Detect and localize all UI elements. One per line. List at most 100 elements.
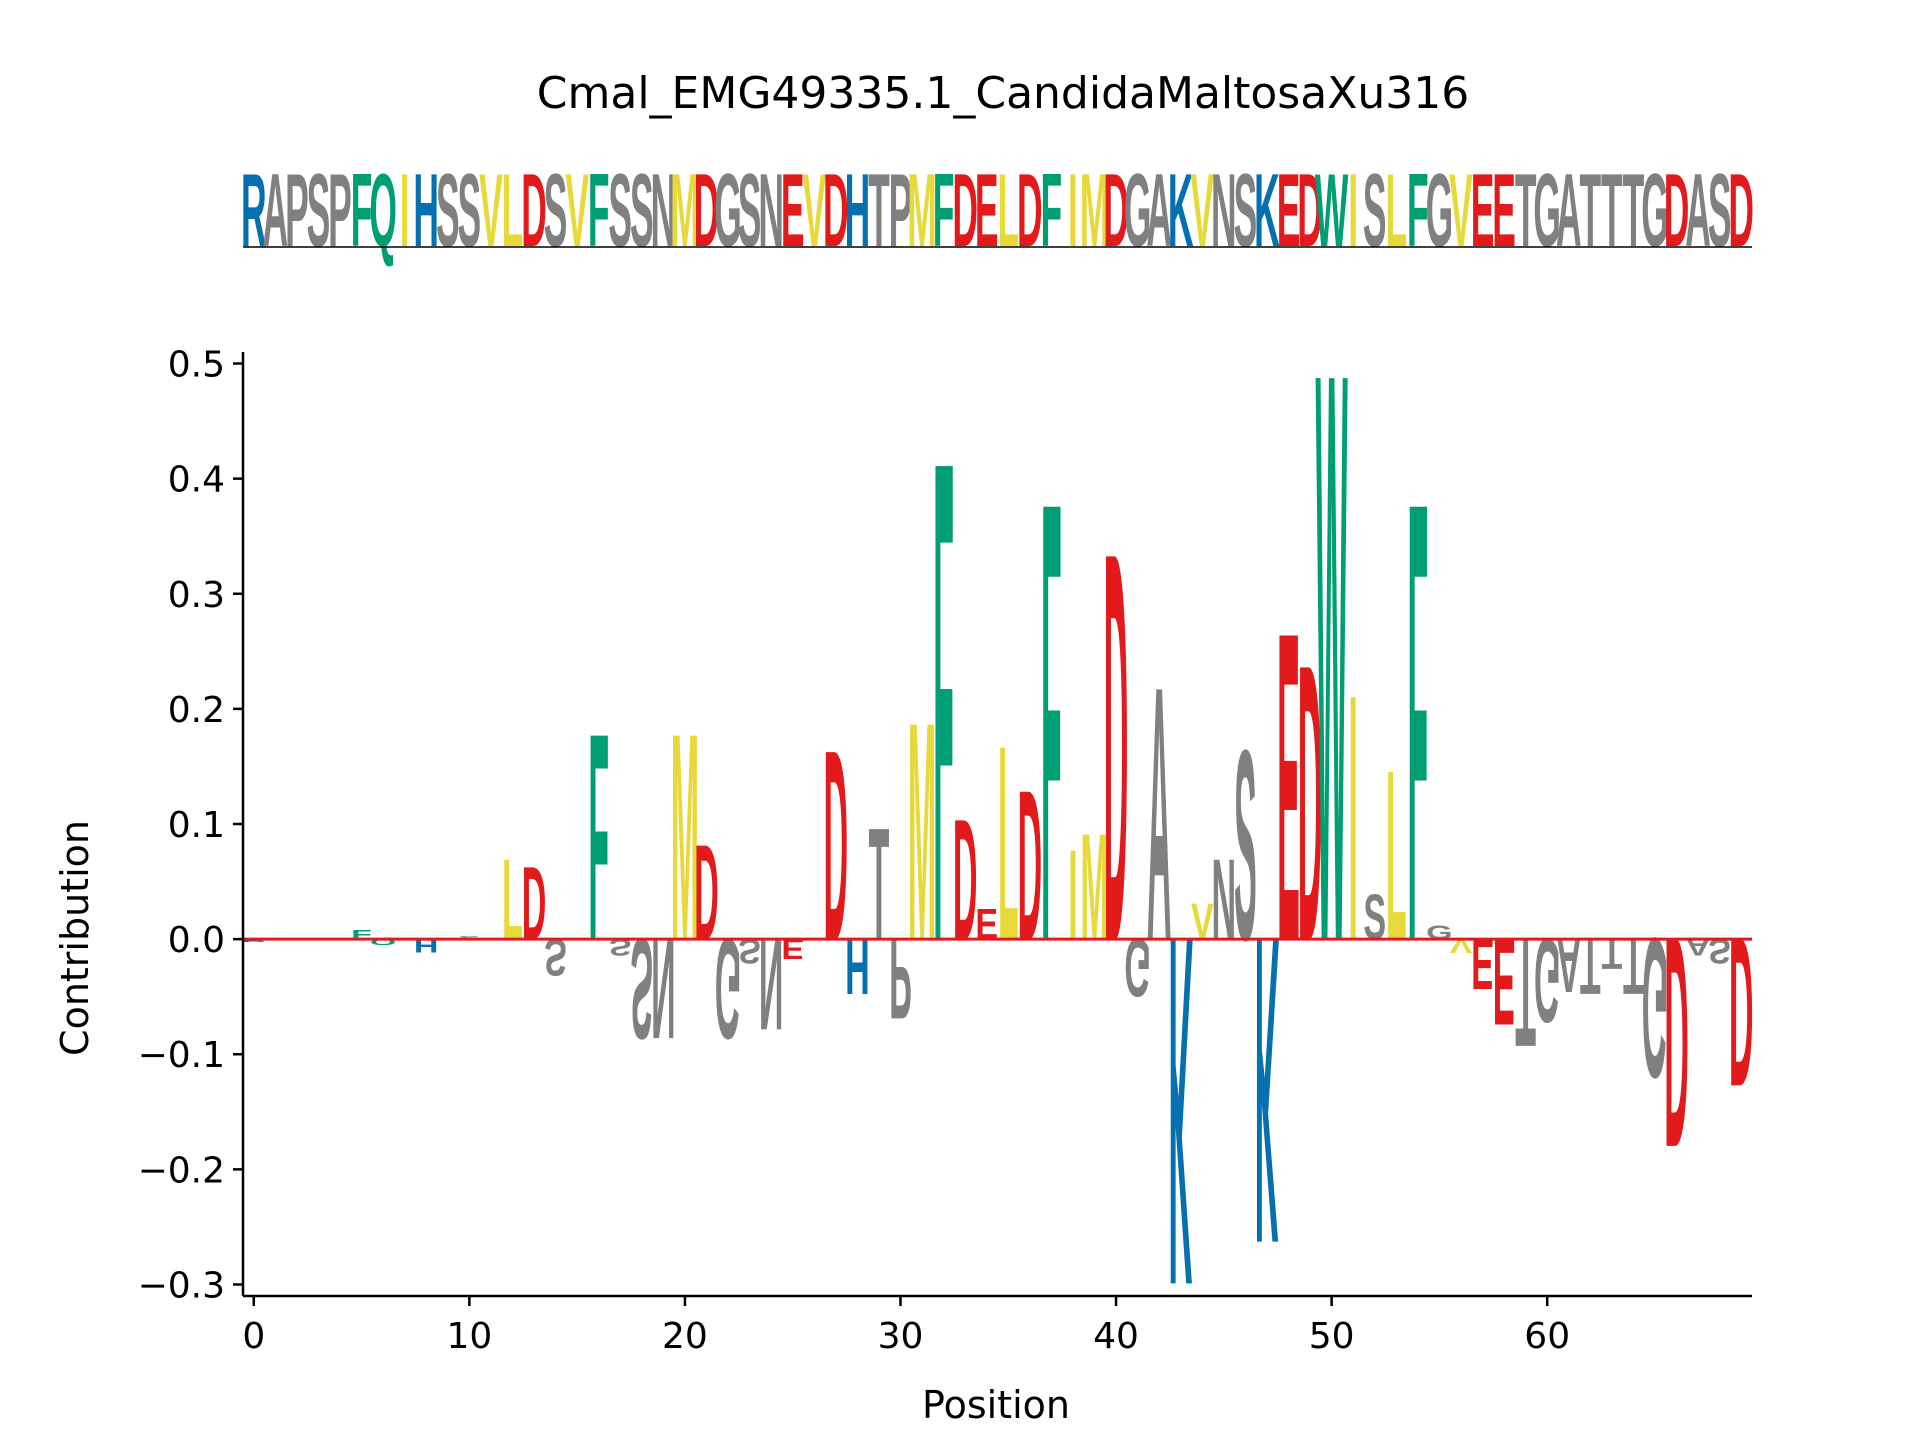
contribution-glyph: D	[694, 816, 719, 968]
sequence-letter: I	[400, 154, 410, 269]
sequence-letter: M	[907, 154, 937, 269]
contribution-glyph: S	[738, 931, 761, 970]
sequence-letter: G	[1124, 154, 1152, 269]
sequence-letter: L	[997, 154, 1019, 269]
contribution-glyph: E	[781, 933, 804, 966]
contribution-glyph: G	[1534, 913, 1561, 1048]
sequence-letter: S	[436, 154, 460, 269]
sequence-letter: P	[328, 154, 352, 269]
contribution-glyph: F	[1407, 371, 1428, 1073]
x-tick-label: 50	[1309, 1316, 1355, 1357]
sequence-letter: E	[781, 154, 805, 269]
contribution-glyph: A	[1686, 933, 1711, 960]
sequence-letter: G	[714, 154, 742, 269]
sequence-letter: A	[1685, 154, 1711, 269]
sequence-letter: W	[1315, 154, 1349, 269]
y-tick-label: −0.1	[138, 1035, 225, 1076]
sequence-letter: H	[845, 154, 871, 269]
sequence-letter: S	[1708, 154, 1732, 269]
y-tick-label: −0.3	[138, 1265, 225, 1306]
contribution-glyph: S	[544, 927, 567, 985]
contribution-glyph: T	[1580, 921, 1601, 1011]
sequence-letter: T	[1579, 154, 1601, 269]
contribution-glyph: D	[953, 784, 978, 977]
contribution-glyph: T	[1601, 929, 1622, 977]
sequence-letter: D	[823, 154, 849, 269]
contribution-glyph: L	[998, 688, 1019, 998]
sequence-letter: D	[1297, 154, 1323, 269]
contribution-glyph: A	[1147, 611, 1172, 1017]
sequence-letter: S	[544, 154, 568, 269]
sequence-letter: L	[502, 154, 524, 269]
contribution-glyph: F	[1041, 371, 1062, 1073]
sequence-letter: G	[1426, 154, 1454, 269]
contribution-glyph: G	[715, 907, 742, 1068]
contribution-glyph: D	[522, 846, 547, 962]
contribution-glyph: L	[1386, 719, 1407, 991]
sequence-letter: T	[1601, 154, 1623, 269]
contribution-glyph: D	[1664, 874, 1689, 1210]
contribution-glyph: I	[1068, 823, 1077, 966]
sequence-letter: D	[1103, 154, 1129, 269]
y-tick-label: 0.0	[168, 920, 225, 961]
sequence-letter: T	[1515, 154, 1537, 269]
contribution-glyph: D	[1104, 435, 1129, 1058]
sequence-letter: T	[1623, 154, 1645, 269]
sequence-letter: K	[1168, 154, 1194, 269]
sequence-letter: R	[241, 154, 267, 269]
contribution-glyph: D	[1018, 745, 1043, 985]
sequence-letter: M	[1080, 154, 1110, 269]
sequence-letter: F	[933, 154, 955, 269]
contribution-glyph: G	[1642, 896, 1669, 1119]
contribution-glyph: N	[651, 907, 676, 1068]
y-axis-label: Contribution	[53, 820, 97, 1056]
contribution-glyph: S	[630, 907, 653, 1068]
contribution-glyph: M	[908, 657, 936, 1006]
sequence-letter: F	[588, 154, 610, 269]
x-tick-label: 40	[1093, 1316, 1139, 1357]
sequence-letter: S	[1234, 154, 1258, 269]
contribution-glyph: E	[1277, 541, 1300, 1033]
sequence-letter: G	[1533, 154, 1561, 269]
sequence-letter: N	[1211, 154, 1237, 269]
contribution-glyph: Q	[370, 937, 397, 946]
sequence-letter: E	[1277, 154, 1301, 269]
sequence-letter: D	[1017, 154, 1043, 269]
sequence-letter: V	[1190, 154, 1214, 269]
x-axis: 0 10 20 30 40 50 60	[242, 1294, 1752, 1357]
y-tick-label: 0.1	[168, 805, 225, 846]
sequence-letter: V	[1449, 154, 1473, 269]
sequence-letter: I	[1348, 154, 1358, 269]
contribution-glyph: S	[1234, 695, 1257, 998]
sequence-letter: S	[630, 154, 654, 269]
contribution-glyph: D	[1298, 583, 1323, 1024]
sequence-letter: A	[1146, 154, 1172, 269]
x-tick-label: 20	[662, 1316, 708, 1357]
sequence-letter: D	[694, 154, 720, 269]
sequence-letter: E	[975, 154, 999, 269]
x-tick-label: 0	[242, 1316, 265, 1357]
contribution-glyph: K	[1168, 832, 1193, 1391]
sequence-letter: H	[413, 154, 439, 269]
sequence-letter: S	[608, 154, 632, 269]
sequence-letter: D	[1664, 154, 1690, 269]
contribution-glyph: S	[1708, 931, 1731, 970]
contribution-glyph: P	[889, 915, 912, 1044]
contribution-glyphs: RFQHSLDSFSSNMDGSNEDHTPMFDELDFIMDGAKVNSKE…	[241, 203, 1753, 1391]
sequence-letter: G	[1641, 154, 1669, 269]
sequence-letter: P	[889, 154, 913, 269]
sequence-letter: D	[952, 154, 978, 269]
sequence-letter: L	[1385, 154, 1407, 269]
contribution-glyph: G	[1124, 921, 1150, 1014]
sequence-letter: F	[1407, 154, 1429, 269]
sequence-letter: V	[802, 154, 826, 269]
contribution-glyph: W	[1316, 203, 1348, 1113]
sequence-letter: V	[479, 154, 503, 269]
x-tick-label: 10	[446, 1316, 492, 1357]
y-tick-label: 0.3	[168, 575, 225, 616]
contribution-glyph: D	[1729, 893, 1754, 1130]
sequence-letter: N	[758, 154, 784, 269]
contribution-glyph: T	[1623, 921, 1644, 1011]
y-tick-label: 0.2	[168, 690, 225, 731]
